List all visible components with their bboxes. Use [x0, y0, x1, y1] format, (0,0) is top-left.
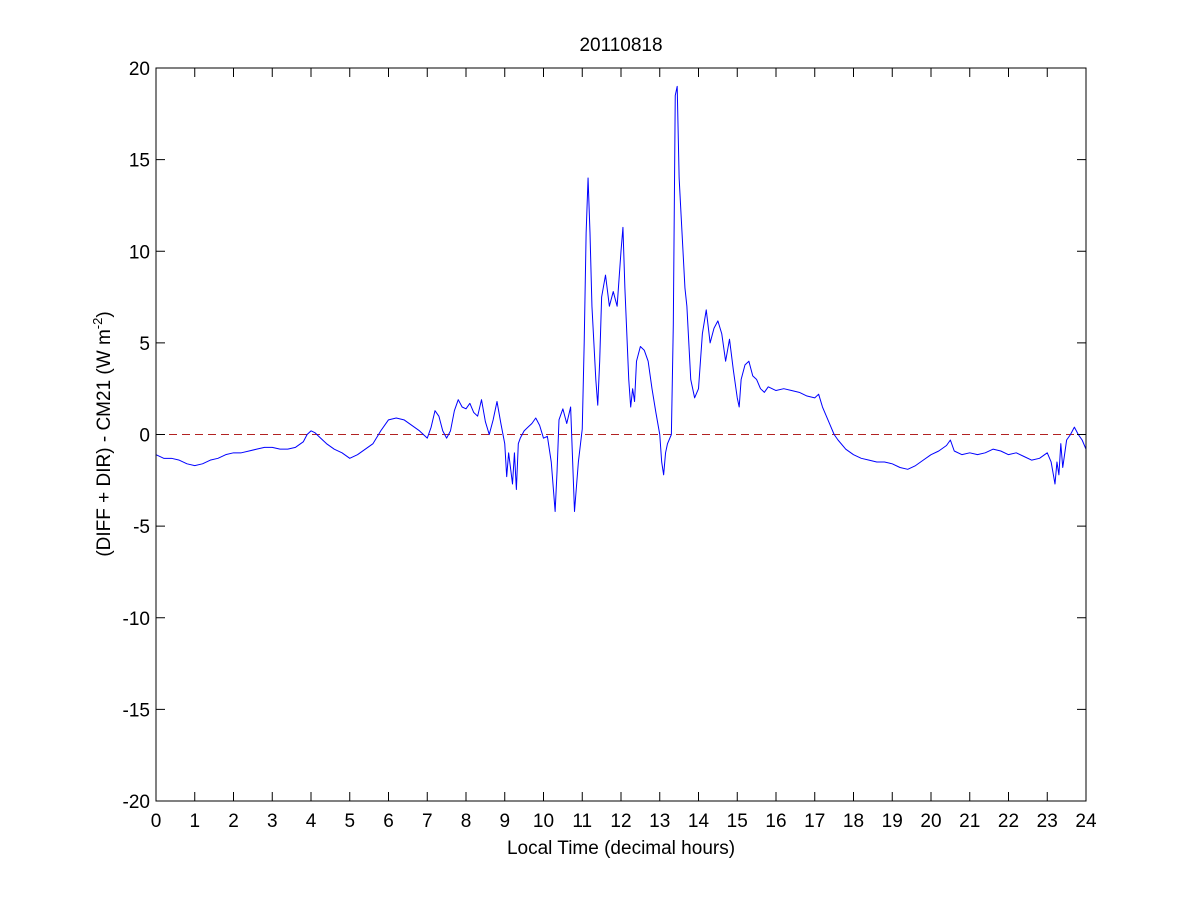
y-tick-label: 15 — [129, 151, 150, 172]
x-tick-label: 19 — [882, 811, 903, 832]
x-tick-label: 7 — [422, 811, 433, 832]
y-tick-label: 20 — [129, 59, 150, 80]
x-tick-label: 14 — [688, 811, 710, 832]
x-tick-label: 16 — [765, 811, 786, 832]
x-axis-ticks: 0 1 2 3 4 5 6 7 8 9 10 11 12 13 14 15 16 17 18 19 20 21 22 23 24 — [151, 68, 1097, 832]
x-tick-label: 6 — [383, 811, 394, 832]
x-tick-label: 5 — [344, 811, 355, 832]
x-tick-label: 20 — [920, 811, 941, 832]
series-line-0 — [155, 85, 1087, 512]
y-axis-label-close: ) — [94, 311, 115, 317]
x-tick-label: 2 — [228, 811, 239, 832]
x-tick-label: 12 — [610, 811, 631, 832]
x-tick-label: 9 — [499, 811, 510, 832]
y-axis-label: (DIFF + DIR) - CM21 (W m-2) — [90, 311, 115, 556]
y-tick-label: 5 — [139, 334, 150, 355]
y-axis-label-superscript: -2 — [90, 318, 105, 330]
chart-title: 20110818 — [579, 35, 662, 56]
plot-area — [156, 68, 1086, 801]
x-tick-label: 3 — [267, 811, 278, 832]
y-axis-ticks: -20 -15 -10 -5 0 5 10 15 20 — [123, 59, 1086, 813]
x-tick-label: 0 — [151, 811, 162, 832]
x-tick-label: 17 — [804, 811, 825, 832]
y-axis-label-main: (DIFF + DIR) - CM21 (W m — [94, 329, 115, 556]
x-tick-label: 24 — [1075, 811, 1097, 832]
y-tick-label: -5 — [133, 517, 150, 538]
x-tick-label: 21 — [959, 811, 980, 832]
x-tick-label: 22 — [998, 811, 1019, 832]
x-tick-label: 15 — [727, 811, 748, 832]
x-tick-label: 1 — [189, 811, 200, 832]
x-tick-label: 8 — [461, 811, 472, 832]
x-tick-label: 4 — [306, 811, 317, 832]
x-tick-label: 11 — [572, 811, 592, 832]
x-tick-label: 10 — [533, 811, 554, 832]
y-tick-label: 0 — [139, 426, 150, 447]
x-tick-label: 13 — [649, 811, 670, 832]
series-group — [155, 85, 1087, 512]
x-tick-label: 18 — [843, 811, 864, 832]
x-tick-label: 23 — [1037, 811, 1058, 832]
x-axis-label: Local Time (decimal hours) — [507, 838, 735, 859]
y-tick-label: -10 — [123, 609, 150, 630]
y-tick-label: 10 — [129, 242, 150, 263]
y-tick-label: -20 — [123, 792, 150, 813]
y-tick-label: -15 — [123, 700, 150, 721]
